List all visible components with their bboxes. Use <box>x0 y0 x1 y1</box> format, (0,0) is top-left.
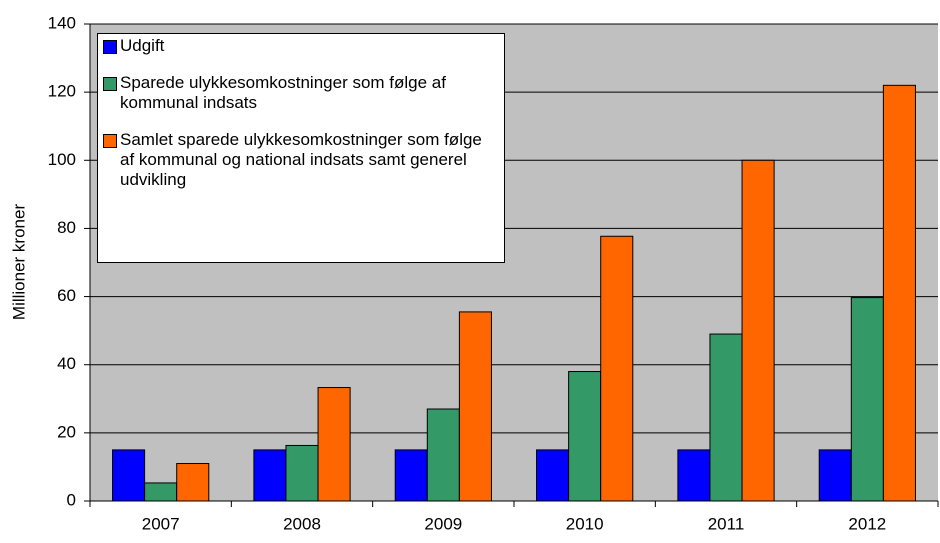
bar <box>426 408 460 502</box>
y-tick-label: 140 <box>48 13 76 32</box>
bar <box>144 482 178 502</box>
y-tick-label: 40 <box>57 354 76 373</box>
bar <box>112 449 146 502</box>
bar <box>458 311 492 502</box>
bar <box>677 449 711 502</box>
bar <box>850 297 884 502</box>
legend-swatch <box>103 40 117 54</box>
legend: Udgift Sparede ulykkesomkostninger som fø… <box>97 33 505 263</box>
bar <box>600 235 634 502</box>
bar <box>568 371 602 502</box>
bar <box>741 159 775 502</box>
bar <box>536 449 570 502</box>
bar <box>317 387 351 502</box>
y-tick-label: 60 <box>57 286 76 305</box>
y-axis-label: Millioner kroner <box>9 204 28 321</box>
bar <box>818 449 852 502</box>
legend-entry: Udgift <box>102 36 502 56</box>
legend-swatch <box>103 134 117 148</box>
x-tick-label: 2007 <box>142 514 180 533</box>
bar <box>709 333 743 502</box>
x-tick-label: 2011 <box>708 514 745 533</box>
y-tick-label: 120 <box>48 82 76 101</box>
legend-label: Sparede ulykkesomkostninger som følge af… <box>120 73 446 112</box>
bar <box>176 463 210 502</box>
legend-label: Samlet sparede ulykkesomkostninger som f… <box>120 130 482 189</box>
x-tick-label: 2012 <box>848 514 886 533</box>
bar <box>253 449 287 502</box>
legend-label: Udgift <box>120 36 165 55</box>
bar <box>882 84 916 502</box>
legend-entry: Samlet sparede ulykkesomkostninger som f… <box>102 130 502 190</box>
x-tick-label: 2010 <box>566 514 604 533</box>
x-tick-label: 2008 <box>283 514 321 533</box>
y-tick-label: 0 <box>67 490 76 509</box>
y-tick-label: 80 <box>57 218 76 237</box>
y-tick-label: 20 <box>57 422 76 441</box>
y-tick-label: 100 <box>48 150 76 169</box>
legend-swatch <box>103 77 117 91</box>
bar <box>285 444 319 502</box>
legend-entry: Sparede ulykkesomkostninger som følge af… <box>102 73 502 113</box>
x-tick-label: 2009 <box>424 514 462 533</box>
bar <box>394 449 428 502</box>
